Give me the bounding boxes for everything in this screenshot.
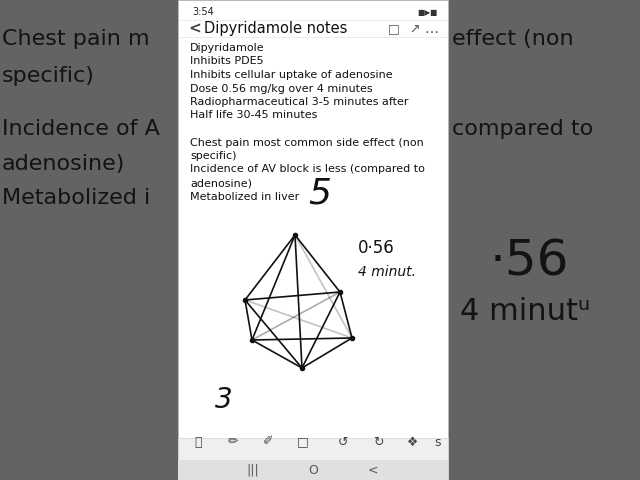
Text: Incidence of AV block is less (compared to: Incidence of AV block is less (compared … — [190, 165, 425, 175]
Text: Chest pain most common side effect (non: Chest pain most common side effect (non — [190, 137, 424, 147]
Text: ✐: ✐ — [263, 435, 273, 448]
Text: adenosine): adenosine) — [190, 178, 252, 188]
Text: Incidence of A: Incidence of A — [2, 119, 160, 139]
Text: Metabolized i: Metabolized i — [2, 188, 150, 208]
Text: 4 minut.: 4 minut. — [358, 265, 416, 279]
Text: 4 minutᵘ: 4 minutᵘ — [460, 297, 590, 326]
Text: Dipyridamole notes: Dipyridamole notes — [204, 22, 348, 36]
Text: Inhibits cellular uptake of adenosine: Inhibits cellular uptake of adenosine — [190, 70, 392, 80]
Text: ❖: ❖ — [408, 435, 419, 448]
Text: adenosine): adenosine) — [2, 154, 125, 174]
Text: 5: 5 — [308, 176, 332, 210]
Text: O: O — [308, 464, 318, 477]
Text: |||: ||| — [246, 464, 259, 477]
Text: compared to: compared to — [452, 119, 593, 139]
Text: 0·56: 0·56 — [358, 239, 395, 257]
Text: Inhibits PDE5: Inhibits PDE5 — [190, 57, 264, 67]
Text: ·56: ·56 — [490, 237, 570, 285]
Text: Chest pain m: Chest pain m — [2, 29, 150, 49]
Text: <: < — [368, 464, 378, 477]
Text: Dipyridamole: Dipyridamole — [190, 43, 264, 53]
Text: <: < — [188, 22, 201, 36]
Bar — [178, 438, 448, 480]
Text: Metabolized in liver: Metabolized in liver — [190, 192, 300, 202]
Text: specific): specific) — [2, 66, 95, 86]
Text: ⎕: ⎕ — [195, 435, 202, 448]
Text: effect (non: effect (non — [452, 29, 573, 49]
Bar — [178, 460, 448, 480]
Text: ↻: ↻ — [372, 435, 383, 448]
Bar — [178, 0, 448, 480]
Text: 3:54: 3:54 — [192, 7, 214, 17]
Text: □: □ — [388, 23, 400, 36]
Text: 3: 3 — [215, 386, 232, 414]
Text: …: … — [424, 22, 438, 36]
Text: ↺: ↺ — [338, 435, 348, 448]
Text: ↗: ↗ — [410, 23, 420, 36]
Text: Half life 30-45 minutes: Half life 30-45 minutes — [190, 110, 317, 120]
Text: specific): specific) — [190, 151, 237, 161]
Text: s: s — [435, 435, 441, 448]
Text: ■▶■: ■▶■ — [418, 8, 438, 16]
Text: □: □ — [297, 435, 309, 448]
Text: ✏: ✏ — [228, 435, 238, 448]
Text: Radiopharmaceutical 3-5 minutes after: Radiopharmaceutical 3-5 minutes after — [190, 97, 408, 107]
Text: Dose 0.56 mg/kg over 4 minutes: Dose 0.56 mg/kg over 4 minutes — [190, 84, 372, 94]
